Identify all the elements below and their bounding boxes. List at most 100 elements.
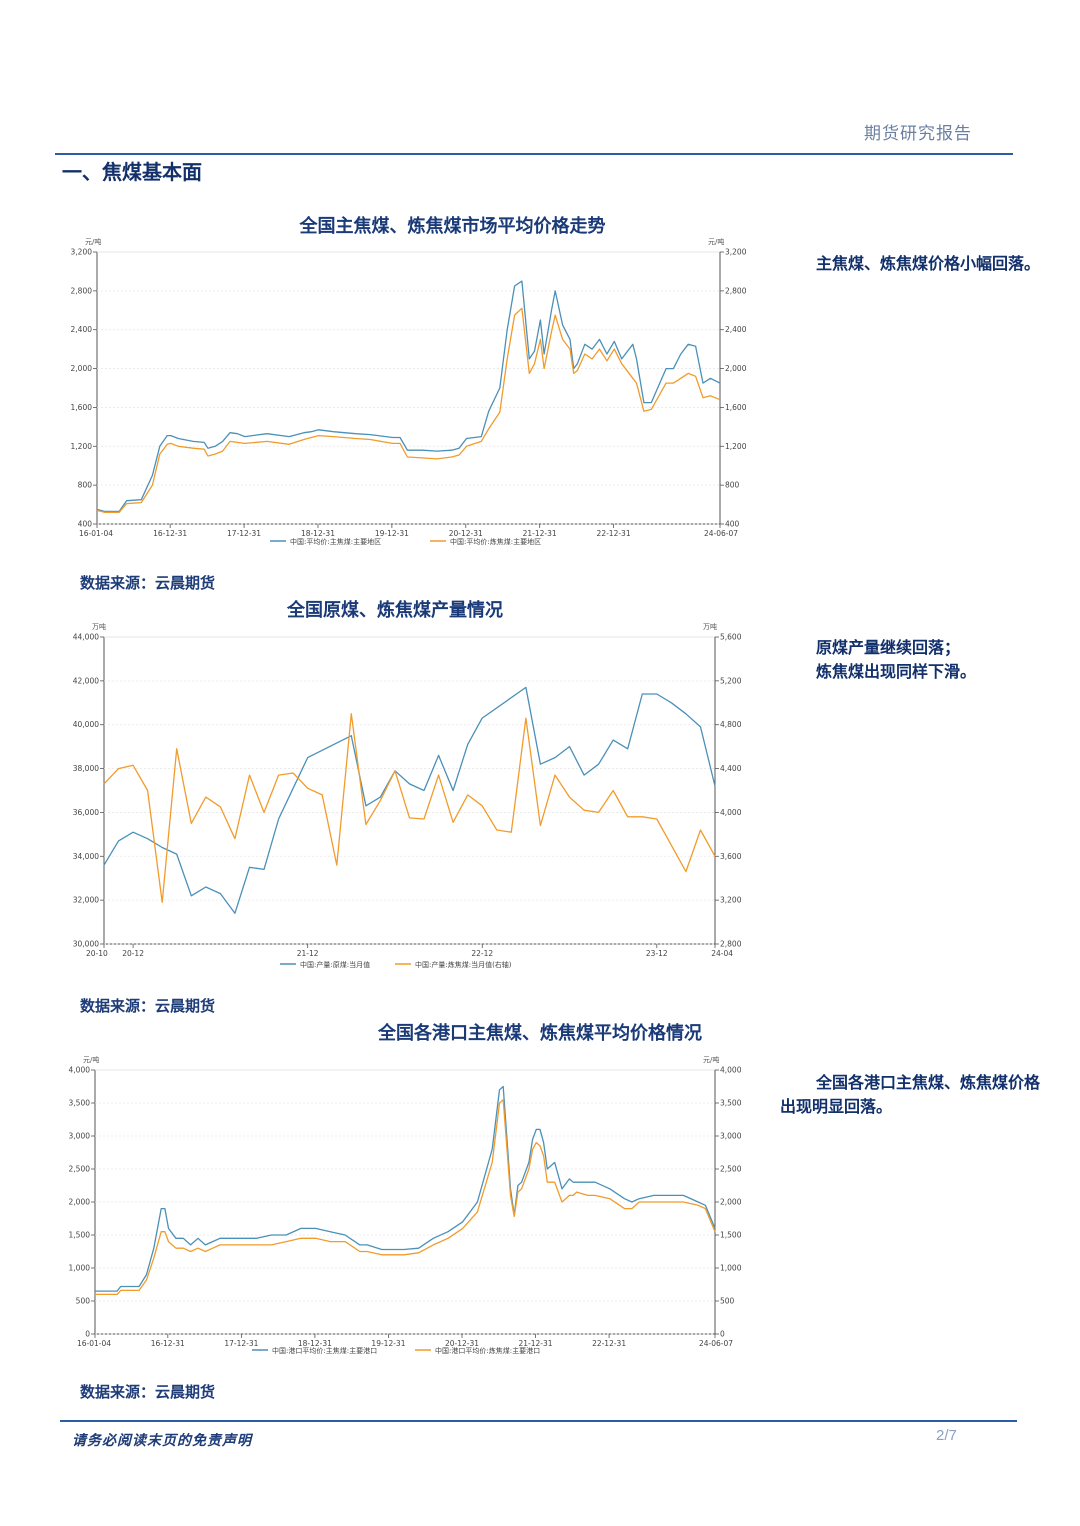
x-tick-label: 23-12 <box>646 949 668 958</box>
y-axis-unit-right: 元/吨 <box>708 237 724 246</box>
chart-2-note-line-1: 原煤产量继续回落； <box>816 638 961 657</box>
y-tick-label-right: 500 <box>720 1297 735 1306</box>
x-tick-label: 18-12-31 <box>298 1339 332 1348</box>
chart-2-source: 数据来源：云晨期货 <box>80 997 216 1015</box>
x-tick-label: 20-10 <box>86 949 108 958</box>
y-tick-label-left: 40,000 <box>73 720 99 729</box>
x-tick-label: 21-12-31 <box>523 529 557 538</box>
x-tick-label: 19-12-31 <box>375 529 409 538</box>
y-tick-label-right: 1,500 <box>720 1231 742 1240</box>
x-tick-label: 20-12-31 <box>445 1339 479 1348</box>
y-tick-label-left: 3,200 <box>71 248 93 257</box>
x-tick-label: 24-06-07 <box>699 1339 733 1348</box>
x-tick-label: 20-12 <box>122 949 144 958</box>
y-tick-label-right: 0 <box>720 1330 725 1339</box>
chart-2-title: 全国原煤、炼焦煤产量情况 <box>287 600 503 621</box>
y-tick-label-left: 30,000 <box>73 940 99 949</box>
y-tick-label-left: 38,000 <box>73 764 99 773</box>
x-tick-label: 16-01-04 <box>77 1339 111 1348</box>
x-tick-label: 21-12-31 <box>519 1339 553 1348</box>
y-tick-label-right: 4,400 <box>720 764 742 773</box>
legend-label-2: 中国:产量:炼焦煤:当月值(右轴) <box>415 960 512 969</box>
y-tick-label-left: 42,000 <box>73 676 99 685</box>
y-tick-label-left: 2,000 <box>69 1198 91 1207</box>
legend-label-1: 中国:平均价:主焦煤:主要地区 <box>290 537 381 546</box>
y-tick-label-right: 4,000 <box>720 808 742 817</box>
y-tick-label-right: 3,200 <box>720 896 742 905</box>
y-tick-label-right: 2,400 <box>725 325 747 334</box>
y-tick-label-left: 36,000 <box>73 808 99 817</box>
x-tick-label: 17-12-31 <box>227 529 261 538</box>
x-tick-label: 17-12-31 <box>224 1339 258 1348</box>
y-tick-label-left: 500 <box>76 1297 91 1306</box>
y-tick-label-right: 2,800 <box>720 940 742 949</box>
series-line-2 <box>96 307 721 513</box>
y-tick-label-left: 34,000 <box>73 852 99 861</box>
y-tick-label-right: 2,500 <box>720 1165 742 1174</box>
x-tick-label: 24-04 <box>711 949 733 958</box>
y-tick-label-right: 1,000 <box>720 1264 742 1273</box>
y-tick-label-left: 800 <box>78 481 93 490</box>
x-tick-label: 22-12-31 <box>597 529 631 538</box>
y-tick-label-right: 3,000 <box>720 1132 742 1141</box>
x-tick-label: 20-12-31 <box>449 529 483 538</box>
series-line-2 <box>95 1099 716 1296</box>
y-tick-label-right: 400 <box>725 520 740 529</box>
chart-1-price-trend: 元/吨 元/吨 400 800 1,200 1,600 2,000 2,400 2,800 3,2… <box>71 237 747 546</box>
y-tick-label-right: 2,800 <box>725 286 747 295</box>
series-line-1 <box>103 686 716 914</box>
y-tick-label-left: 2,000 <box>71 364 93 373</box>
y-tick-label-right: 1,600 <box>725 403 747 412</box>
plot-area-frame <box>103 636 716 945</box>
y-tick-label-left: 1,600 <box>71 403 93 412</box>
y-tick-label-right: 2,000 <box>720 1198 742 1207</box>
legend-label-2: 中国:平均价:炼焦煤:主要地区 <box>450 537 541 546</box>
chart-3-note: 全国各港口主焦煤、炼焦煤价格出现明显回落。 <box>780 1073 1041 1116</box>
y-tick-label-left: 3,500 <box>69 1099 91 1108</box>
x-tick-label: 16-01-04 <box>79 529 113 538</box>
y-tick-label-right: 1,200 <box>725 442 747 451</box>
footer-divider <box>60 1420 1017 1422</box>
y-tick-label-left: 4,000 <box>69 1066 91 1075</box>
y-tick-label-right: 5,600 <box>720 633 742 642</box>
y-axis-unit-right: 元/吨 <box>703 1055 719 1064</box>
y-tick-label-left: 2,400 <box>71 325 93 334</box>
chart-3-port-price: 元/吨 元/吨 0 500 1,000 1,500 2,000 2,500 3,000 3,500… <box>69 1055 742 1355</box>
x-tick-label: 16-12-31 <box>151 1339 185 1348</box>
y-tick-label-left: 2,500 <box>69 1165 91 1174</box>
x-tick-label: 22-12 <box>471 949 493 958</box>
y-tick-label-right: 2,000 <box>725 364 747 373</box>
y-tick-label-right: 3,600 <box>720 852 742 861</box>
section-title: 一、焦煤基本面 <box>62 160 202 184</box>
series-line-2 <box>103 713 716 903</box>
x-tick-label: 16-12-31 <box>153 529 187 538</box>
chart-2-note: 原煤产量继续回落； 炼焦煤出现同样下滑。 <box>816 636 1046 684</box>
x-tick-label: 24-06-07 <box>704 529 738 538</box>
chart-3-source: 数据来源：云晨期货 <box>80 1383 216 1401</box>
y-axis-unit-left: 万吨 <box>92 622 106 631</box>
legend-label-1: 中国:港口平均价:主焦煤:主要港口 <box>272 1346 377 1355</box>
y-tick-label-left: 1,500 <box>69 1231 91 1240</box>
x-tick-label: 22-12-31 <box>592 1339 626 1348</box>
y-tick-label-right: 4,800 <box>720 720 742 729</box>
y-tick-label-right: 4,000 <box>720 1066 742 1075</box>
y-tick-label-left: 1,200 <box>71 442 93 451</box>
y-tick-label-left: 44,000 <box>73 633 99 642</box>
legend-label-2: 中国:港口平均价:炼焦煤:主要港口 <box>435 1346 540 1355</box>
header-divider <box>55 153 1013 155</box>
disclaimer-link[interactable]: 请务必阅读末页的免责声明 <box>72 1433 252 1449</box>
x-tick-label: 19-12-31 <box>371 1339 405 1348</box>
y-tick-label-right: 800 <box>725 481 740 490</box>
y-tick-label-left: 1,000 <box>69 1264 91 1273</box>
report-header-title: 期货研究报告 <box>864 124 972 144</box>
x-tick-label: 21-12 <box>297 949 319 958</box>
legend-label-1: 中国:产量:原煤:当月值 <box>300 960 370 969</box>
y-tick-label-left: 2,800 <box>71 286 93 295</box>
y-tick-label-right: 5,200 <box>720 676 742 685</box>
y-tick-label-right: 3,500 <box>720 1099 742 1108</box>
page-number: 2/7 <box>936 1427 957 1444</box>
chart-1-source: 数据来源：云晨期货 <box>80 574 216 592</box>
chart-2-output: 万吨 万吨 30,000 32,000 34,000 36,000 38,000 40,000… <box>73 622 742 969</box>
y-tick-label-left: 3,000 <box>69 1132 91 1141</box>
chart-2-note-line-2: 炼焦煤出现同样下滑。 <box>816 662 977 681</box>
